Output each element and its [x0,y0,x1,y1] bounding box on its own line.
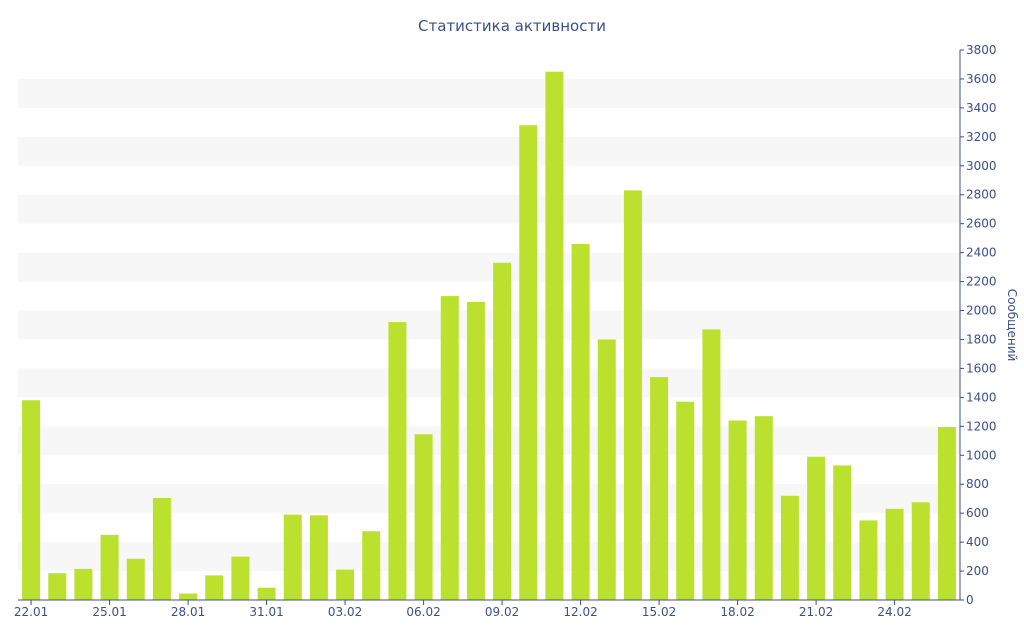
bar-23.02 [859,520,878,600]
bar-11.02 [545,71,564,601]
x-tick-label: 25.01 [92,605,126,619]
bar-02.02 [309,515,328,600]
x-tick-label: 31.01 [249,605,283,619]
bar-20.02 [780,495,799,600]
x-tick-label: 18.02 [720,605,754,619]
y-tick-label: 1600 [966,361,997,375]
y-tick-label: 1000 [966,448,997,462]
y-tick-label: 2800 [966,188,997,202]
grid-band [18,426,960,456]
bar-22.02 [833,465,852,600]
y-tick-label: 600 [966,506,989,520]
bar-22.01 [22,400,41,600]
bar-19.02 [754,416,773,600]
bar-04.02 [362,531,381,600]
bar-15.02 [650,377,669,600]
bar-29.01 [205,575,224,600]
x-axis: 22.01 25.01 28.01 31.01 03.02 06.02 09.02 12.02… [14,599,960,619]
bar-24.01 [74,568,93,600]
bar-06.02 [414,434,433,600]
x-tick-label: 28.01 [171,605,205,619]
x-tick-label: 03.02 [328,605,362,619]
bar-28.01 [179,593,198,600]
bar-24.02 [885,508,904,600]
y-axis: 0 200 400 600 800 1000 1200 1400 1600 1800 2000 220… [959,43,997,607]
bar-05.02 [388,322,407,600]
y-tick-label: 3800 [966,43,997,57]
x-tick-label: 15.02 [642,605,676,619]
grid-band [18,484,960,514]
y-tick-label: 3400 [966,101,997,115]
grid-band [18,136,960,166]
bar-25.02 [911,502,930,600]
grid-band [18,542,960,572]
bar-17.02 [702,329,721,600]
bar-03.02 [336,569,355,600]
bar-26.02 [937,427,956,600]
y-tick-label: 2600 [966,217,997,231]
y-tick-label: 0 [966,593,974,607]
bar-23.01 [48,573,67,600]
y-tick-label: 1200 [966,419,997,433]
y-tick-label: 1400 [966,390,997,404]
grid-bands [18,78,960,572]
grid-band [18,310,960,340]
bar-27.01 [152,497,171,600]
y-tick-label: 3200 [966,130,997,144]
bar-25.01 [100,534,119,600]
bar-16.02 [676,401,695,600]
x-tick-label: 09.02 [485,605,519,619]
grid-band [18,78,960,108]
bar-10.02 [519,125,538,601]
bar-26.01 [126,558,145,600]
x-tick-label: 22.01 [14,605,48,619]
y-tick-label: 2200 [966,275,997,289]
x-tick-label: 21.02 [799,605,833,619]
bar-12.02 [571,243,590,600]
bar-31.01 [257,587,276,600]
y-axis-label: Сообщений [1005,289,1019,362]
bar-07.02 [440,296,459,600]
bar-18.02 [728,420,747,600]
x-tick-label: 12.02 [563,605,597,619]
y-tick-label: 400 [966,535,989,549]
x-tick-label: 06.02 [406,605,440,619]
x-tick-label: 24.02 [877,605,911,619]
y-tick-label: 200 [966,564,989,578]
y-tick-label: 3600 [966,72,997,86]
bar-09.02 [493,262,512,600]
chart-title: Статистика активности [418,17,606,35]
grid-band [18,368,960,398]
bar-08.02 [466,301,485,600]
bar-30.01 [231,556,250,600]
bar-01.02 [283,514,302,600]
y-tick-label: 3000 [966,159,997,173]
bar-13.02 [597,339,616,600]
grid-band [18,252,960,282]
grid-band [18,194,960,224]
y-tick-label: 800 [966,477,989,491]
y-tick-label: 2000 [966,304,997,318]
bar-21.02 [807,456,826,600]
y-tick-label: 1800 [966,332,997,346]
y-tick-label: 2400 [966,246,997,260]
bars [22,71,956,601]
bar-14.02 [623,190,642,601]
